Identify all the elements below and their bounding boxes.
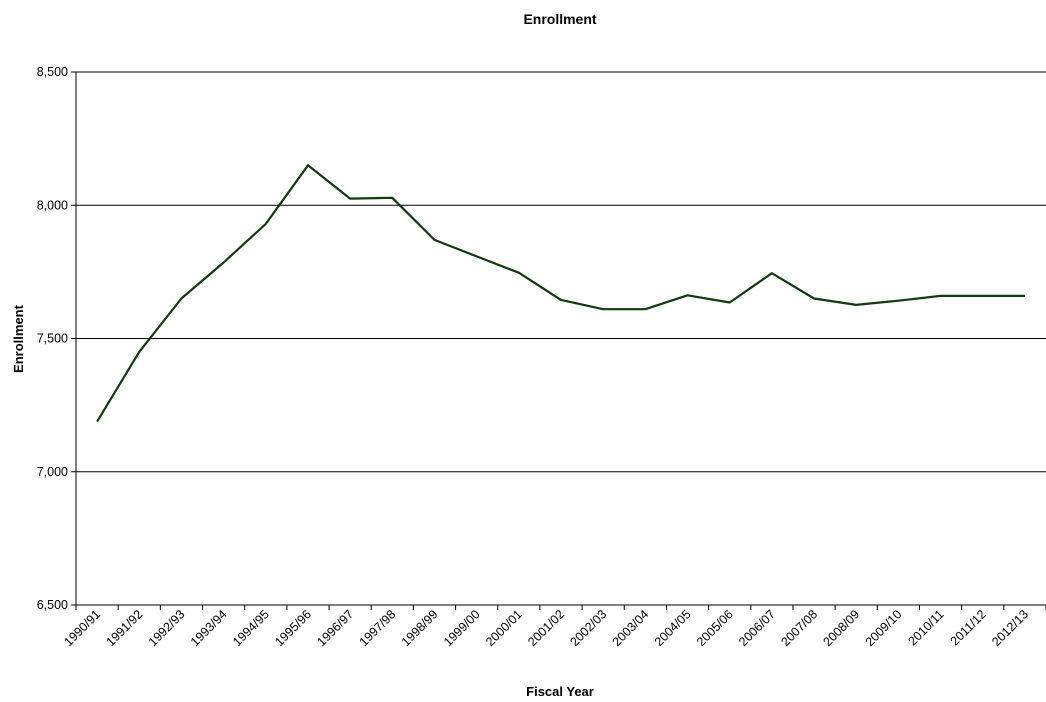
y-tick-label: 7,000: [37, 465, 68, 479]
x-tick-label: 2010/11: [905, 607, 946, 648]
x-tick-label: 1996/97: [314, 607, 356, 649]
x-tick-label: 1991/92: [104, 607, 146, 649]
axes: [71, 71, 1046, 610]
series-line: [96, 164, 1025, 423]
y-tick-label: 8,500: [37, 65, 68, 79]
x-tick-label: 2004/05: [652, 607, 694, 649]
y-tick-label: 6,500: [37, 598, 68, 612]
x-tick-label: 1999/00: [441, 607, 483, 649]
x-tick-label: 1998/99: [399, 607, 441, 649]
x-tick-label: 2005/06: [694, 607, 736, 649]
y-tick-labels: 6,500 7,000 7,500 8,000 8,500: [37, 65, 68, 612]
chart-title: Enrollment: [523, 11, 596, 27]
x-tick-label: 1997/98: [357, 607, 399, 649]
x-tick-label: 2011/12: [948, 607, 989, 648]
x-tick-label: 2007/08: [778, 607, 820, 649]
series-group: [96, 164, 1025, 423]
x-tick-label: 2000/01: [483, 607, 525, 649]
x-tick-label: 2006/07: [736, 607, 778, 649]
x-tick-label: 2003/04: [610, 607, 652, 649]
x-tick-label: 2009/10: [863, 607, 905, 649]
x-tick-label: 2001/02: [525, 607, 567, 649]
y-tick-label: 8,000: [37, 198, 68, 212]
x-tick-label: 1993/94: [188, 607, 230, 649]
x-tick-label: 1990/91: [61, 607, 103, 649]
x-tick-label: 2008/09: [820, 607, 862, 649]
y-axis-label: Enrollment: [11, 304, 26, 373]
x-tick-label: 1995/96: [272, 607, 314, 649]
x-tick-label: 1994/95: [230, 607, 272, 649]
x-tick-label: 2012/13: [989, 607, 1031, 649]
gridlines: [76, 71, 1046, 473]
x-tick-label: 2002/03: [567, 607, 609, 649]
x-tick-labels: 1990/91 1991/92 1992/93 1993/94 1994/95 1995/…: [61, 607, 1031, 649]
x-axis-label: Fiscal Year: [526, 684, 594, 699]
x-tick-label: 1992/93: [146, 607, 188, 649]
y-tick-label: 7,500: [37, 332, 68, 346]
